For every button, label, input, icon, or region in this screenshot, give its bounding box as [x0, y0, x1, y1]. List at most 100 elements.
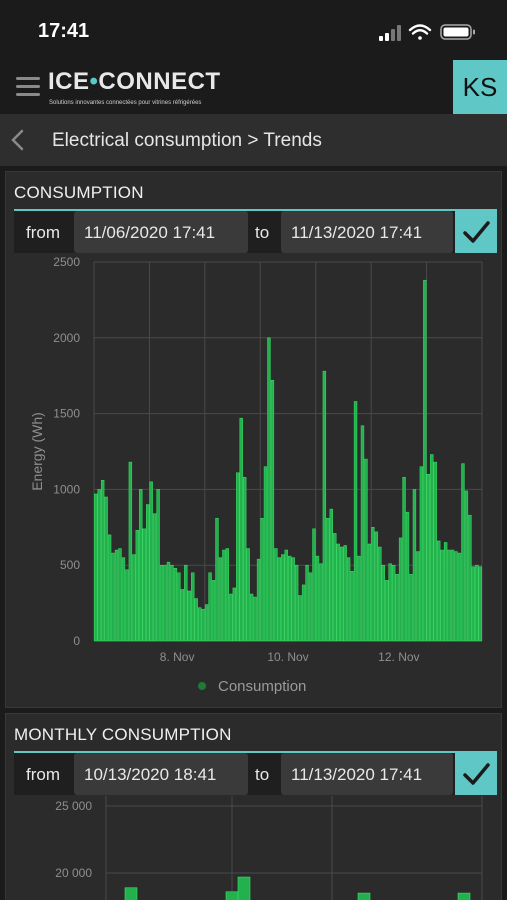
bar	[284, 549, 288, 642]
bar	[180, 589, 185, 642]
page-title: Electrical consumption > Trends	[52, 130, 322, 151]
bar	[97, 489, 101, 642]
menu-icon[interactable]	[16, 77, 40, 97]
bar	[322, 370, 327, 642]
bar	[225, 548, 230, 642]
bar	[433, 461, 437, 642]
back-chevron-icon[interactable]	[8, 128, 28, 152]
bar	[450, 549, 455, 642]
bar	[121, 557, 126, 642]
apply-button[interactable]	[455, 211, 497, 253]
bar	[197, 607, 202, 642]
bar	[402, 477, 406, 642]
status-time: 17:41	[38, 20, 90, 42]
bar	[419, 466, 424, 642]
monthly-apply-button[interactable]	[455, 753, 497, 795]
bar	[124, 887, 138, 900]
x-tick-label: 8. Nov	[160, 650, 195, 664]
monthly-range-row: from 10/13/2020 18:41 to 11/13/2020 17:4…	[14, 753, 497, 795]
bar	[357, 555, 361, 642]
bar	[128, 461, 133, 642]
bar	[237, 876, 251, 900]
bar	[222, 549, 226, 642]
check-icon	[463, 763, 490, 785]
bar	[215, 517, 219, 642]
bar	[246, 548, 250, 642]
from-date-input[interactable]: 11/06/2020 17:41	[74, 211, 248, 253]
bar	[378, 546, 382, 642]
bar	[457, 892, 471, 900]
bar	[107, 534, 112, 642]
bar	[371, 527, 375, 642]
bar	[333, 533, 337, 642]
bar	[416, 551, 420, 642]
legend-label: Consumption	[218, 678, 306, 695]
bar	[423, 279, 427, 642]
bar	[464, 490, 469, 642]
breadcrumb: Electrical consumption > Trends	[0, 114, 507, 166]
consumption-range-row: from 11/06/2020 17:41 to 11/13/2020 17:4…	[14, 211, 497, 253]
bar	[135, 530, 139, 642]
bar	[100, 480, 105, 642]
bar	[385, 580, 389, 642]
logo-part-2: CONNECT	[98, 68, 221, 95]
bar	[149, 481, 153, 642]
monthly-to-date-input[interactable]: 11/13/2020 17:41	[281, 753, 453, 795]
bar	[232, 587, 236, 642]
bar	[218, 557, 223, 642]
bar	[111, 552, 115, 642]
bar	[291, 557, 295, 642]
bar	[471, 566, 476, 642]
bar	[294, 564, 299, 642]
bar	[315, 555, 320, 642]
legend-dot	[198, 682, 206, 690]
bar	[298, 595, 302, 642]
bar	[308, 572, 313, 642]
bar	[270, 379, 275, 642]
bar	[305, 564, 309, 642]
to-date-input[interactable]: 11/13/2020 17:41	[281, 211, 453, 253]
bar	[350, 571, 354, 642]
bar	[364, 458, 368, 642]
bar	[177, 572, 181, 642]
bar	[94, 493, 98, 642]
bar	[277, 557, 282, 642]
bar	[274, 548, 278, 642]
bar	[346, 557, 351, 642]
logo-tagline: Solutions innovantes connectées pour vit…	[49, 100, 202, 106]
bar	[125, 569, 129, 642]
y-tick-label: 2500	[53, 255, 80, 269]
bar	[478, 566, 482, 642]
consumption-title: CONSUMPTION	[14, 183, 144, 202]
logo-part-1: ICE	[48, 68, 90, 95]
bar	[139, 489, 143, 642]
bar	[398, 537, 403, 642]
bar	[405, 511, 410, 642]
to-label: to	[255, 223, 270, 242]
y-tick-label: 2000	[53, 331, 80, 345]
monthly-from-date-input[interactable]: 10/13/2020 18:41	[74, 753, 248, 795]
bar	[249, 593, 254, 642]
bar	[457, 552, 462, 642]
status-icons	[379, 24, 475, 41]
bar	[201, 608, 205, 642]
monthly-to-label: to	[255, 765, 270, 784]
bar	[409, 574, 413, 642]
bar	[146, 504, 150, 642]
y-tick-label: 25 000	[55, 799, 92, 813]
bar	[301, 584, 306, 642]
avatar[interactable]: KS	[453, 60, 507, 114]
x-tick-label: 10. Nov	[267, 650, 308, 664]
consumption-accent-line	[14, 209, 497, 211]
bar	[163, 564, 167, 642]
status-bar: 17:41	[0, 0, 507, 60]
bar	[353, 401, 358, 642]
y-tick-label: 20 000	[55, 866, 92, 880]
bar	[118, 548, 122, 642]
bar	[170, 564, 174, 642]
y-axis-label: Energy (Wh)	[29, 412, 45, 491]
bar	[166, 561, 171, 642]
bar	[440, 549, 444, 642]
bar	[260, 517, 264, 642]
bar	[447, 549, 451, 642]
